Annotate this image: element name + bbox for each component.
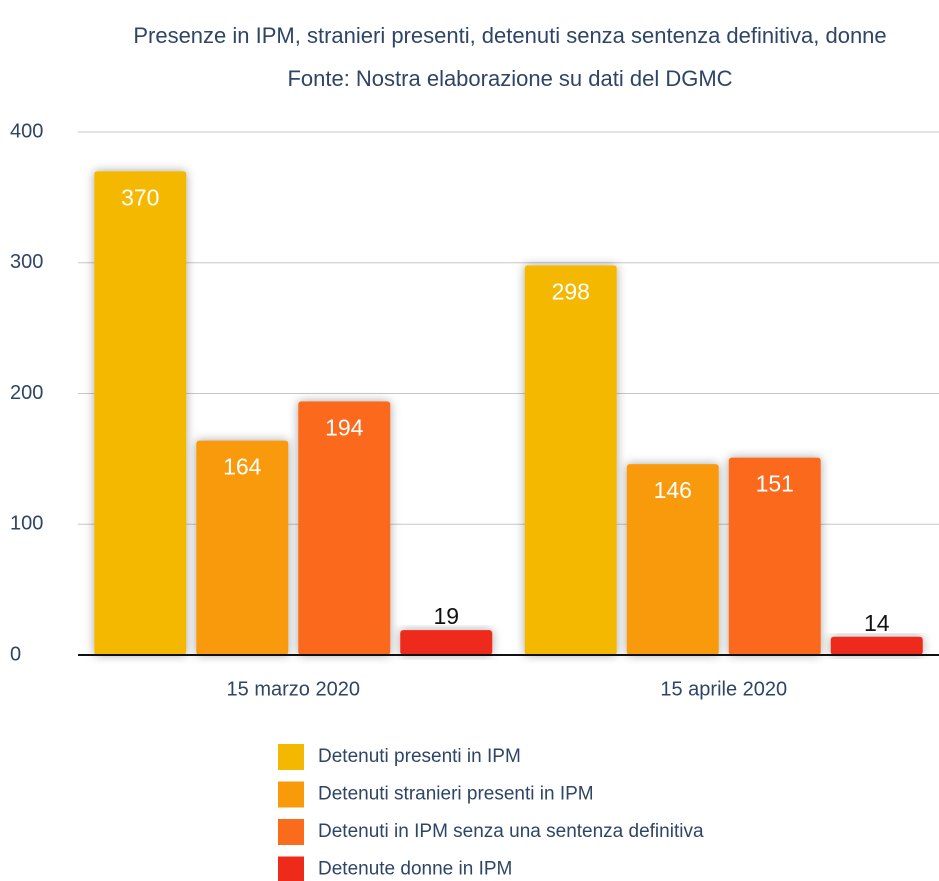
bar [626, 464, 719, 655]
legend-label: Detenuti in IPM senza una sentenza defin… [318, 821, 704, 842]
x-tick-label: 15 marzo 2020 [227, 678, 360, 700]
bar [524, 265, 617, 655]
legend-swatch [278, 781, 304, 808]
data-label: 194 [325, 414, 364, 440]
data-label: 370 [121, 184, 159, 210]
y-tick-label: 0 [10, 643, 21, 665]
data-label: 19 [433, 603, 459, 629]
legend-label: Detenuti stranieri presenti in IPM [318, 784, 594, 805]
y-tick-label: 200 [10, 382, 43, 404]
bar [94, 171, 187, 655]
data-label: 298 [552, 278, 590, 304]
legend-swatch [278, 856, 304, 881]
bar [298, 401, 391, 655]
y-tick-label: 100 [10, 513, 43, 535]
data-label: 146 [654, 477, 692, 503]
chart-subtitle: Fonte: Nostra elaborazione su dati del D… [287, 66, 732, 91]
bar [728, 457, 821, 655]
x-tick-label: 15 aprile 2020 [660, 678, 787, 700]
legend-swatch [278, 744, 304, 770]
legend-label: Detenute donne in IPM [318, 859, 512, 880]
bar [830, 636, 923, 655]
y-tick-label: 300 [10, 251, 43, 273]
data-label: 151 [756, 471, 794, 497]
legend-swatch [278, 819, 304, 845]
legend-label: Detenuti presenti in IPM [318, 746, 521, 767]
y-tick-label: 400 [10, 120, 43, 142]
bar [400, 630, 493, 655]
data-label: 14 [864, 610, 890, 636]
data-label: 164 [223, 454, 262, 480]
bar [196, 440, 289, 655]
chart-title: Presenze in IPM, stranieri presenti, det… [133, 23, 886, 48]
